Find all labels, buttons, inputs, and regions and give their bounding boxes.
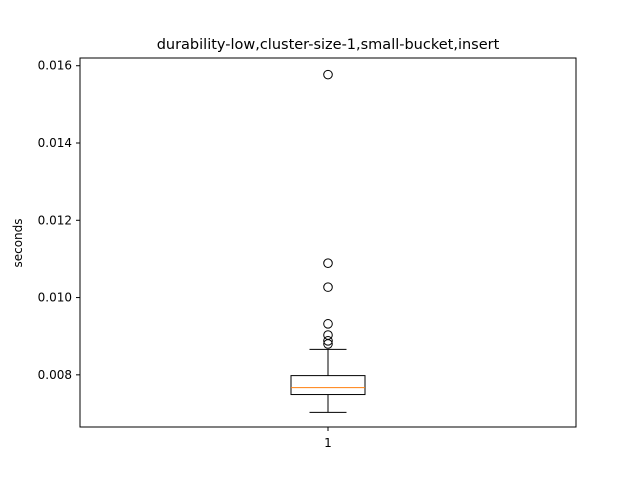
chart-title: durability-low,cluster-size-1,small-buck… — [157, 37, 500, 53]
y-tick-label: 0.012 — [38, 213, 72, 227]
outlier-point — [323, 258, 333, 268]
outlier-point — [323, 282, 333, 292]
y-tick-label: 0.016 — [38, 59, 72, 73]
y-tick-label: 0.014 — [38, 136, 72, 150]
plot-area: 0.008 0.010 0.012 0.014 0.016 1 — [38, 57, 577, 450]
y-tick-label: 0.010 — [38, 291, 72, 305]
x-tick-label: 1 — [324, 436, 332, 450]
y-tick-label: 0.008 — [38, 368, 72, 382]
y-axis-label: seconds — [11, 218, 25, 267]
outlier-point — [323, 319, 333, 329]
outlier-point — [323, 69, 333, 80]
iqr-box — [290, 375, 366, 396]
outlier-point — [323, 336, 333, 346]
outlier-point — [323, 339, 333, 349]
